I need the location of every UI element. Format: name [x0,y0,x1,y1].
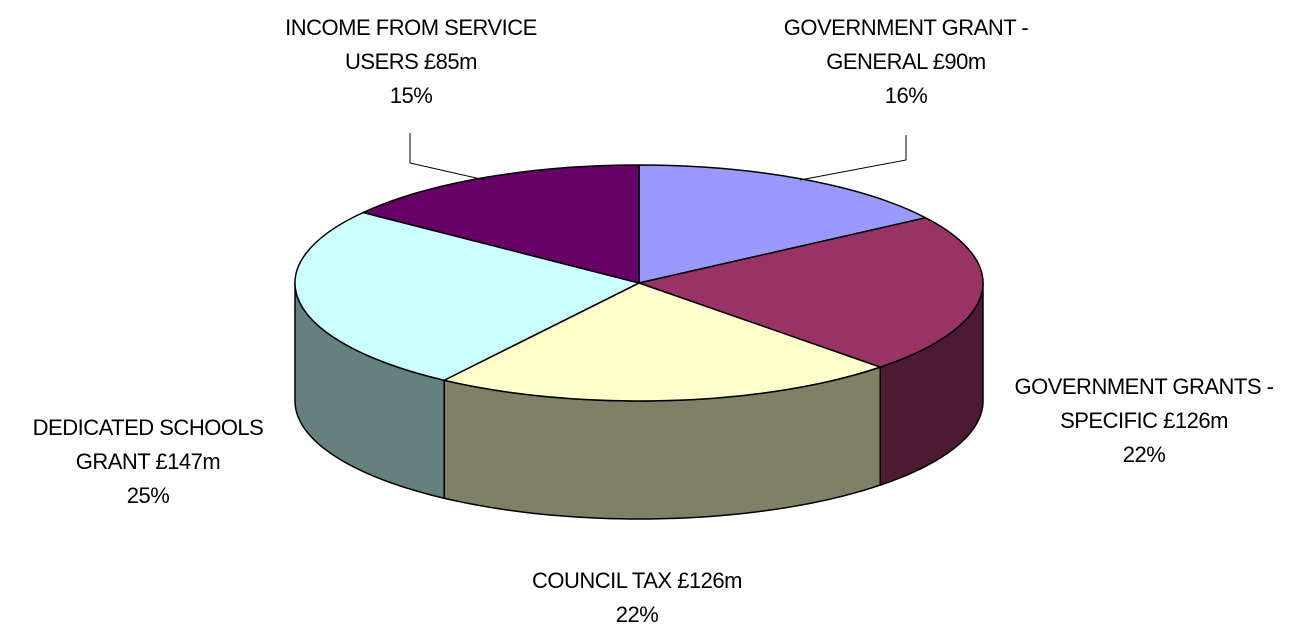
slice-percent-1: 22% [1123,442,1166,467]
slice-labels: GOVERNMENT GRANT -GENERAL £90m 16%GOVERNM… [33,15,1275,627]
slice-label-0: GOVERNMENT GRANT - GENERAL £90m 16% [784,15,1029,108]
pie-slice-2 [443,282,881,402]
slice-label-line-3-0: DEDICATED SCHOOLS [33,415,264,440]
slice-label-2: COUNCIL TAX £126m 22% [532,568,742,627]
slice-label-3: DEDICATED SCHOOLS GRANT £147m 25% [33,415,264,508]
leader-lines [409,133,907,181]
pie-slices [294,164,984,402]
slice-label-line-4-0: INCOME FROM SERVICE [285,15,537,40]
slice-label-1: GOVERNMENT GRANTS - SPECIFIC £126m 22% [1014,374,1273,467]
pie-slice-1 [638,217,984,368]
slice-label-4: INCOME FROM SERVICE USERS £85m 15% [285,15,537,108]
slice-label-line-3-1: GRANT £147m [76,449,220,474]
slice-percent-2: 22% [616,602,659,627]
pie-slice-4 [362,164,640,284]
slice-percent-3: 25% [127,483,170,508]
slice-label-line-1-1: SPECIFIC £126m [1060,408,1228,433]
slice-percent-4: 15% [390,83,433,108]
slice-label-line-1-0: GOVERNMENT GRANTS - [1014,374,1273,399]
slice-label-line-0-0: GOVERNMENT GRANT - [784,15,1029,40]
slice-percent-0: 16% [885,83,928,108]
leader-line-0 [409,133,486,181]
pie-slice-3 [294,211,640,381]
pie-slice-0 [638,164,927,284]
slice-label-line-2-0: COUNCIL TAX £126m [532,568,742,593]
slice-label-line-0-1: GENERAL £90m [826,49,985,74]
slice-label-line-4-1: USERS £85m [345,49,477,74]
leader-line-1 [799,135,907,181]
